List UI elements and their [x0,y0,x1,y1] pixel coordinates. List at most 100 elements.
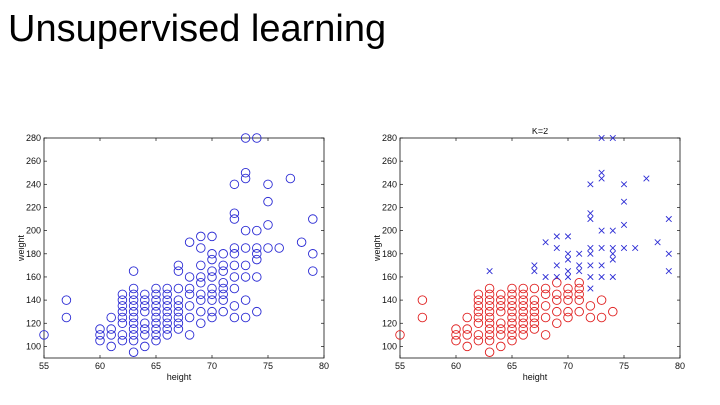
data-point-circle [117,295,128,305]
data-point-circle [496,324,506,334]
data-point-circle [229,260,240,271]
data-point-x [643,175,650,182]
data-point-x [587,215,594,223]
data-point-circle [196,289,206,300]
y-tick-label: 180 [382,249,397,259]
data-point-circle [240,173,251,184]
data-point-circle [395,330,405,340]
data-point-circle [252,243,262,253]
data-point-circle [140,341,150,352]
plot-frame [399,137,681,359]
data-point-circle [462,341,472,352]
y-tick-label: 220 [26,202,41,212]
data-point-circle [162,295,172,305]
data-point-circle [552,289,562,300]
data-point-circle [518,301,528,311]
y-tick-label: 160 [26,272,41,282]
data-point-circle [274,243,284,253]
data-point-circle [61,312,72,323]
data-point-circle [128,335,139,346]
y-tick-label: 220 [382,202,397,212]
data-point-circle [473,289,484,300]
y-tick-label: 260 [26,156,41,166]
data-point-circle [218,277,228,288]
data-point-circle [61,295,72,305]
data-point-circle [151,295,161,305]
data-point-circle [285,173,296,184]
y-tick-label: 160 [382,272,397,282]
data-point-circle [473,306,484,317]
data-point-x [665,268,672,275]
data-point-x [609,134,616,142]
data-point-circle [451,324,461,334]
data-point-circle [240,133,251,143]
data-point-x [598,169,605,176]
y-tick-label: 240 [26,179,41,189]
data-point-circle [140,330,150,340]
data-point-circle [229,272,240,282]
data-point-circle [484,301,495,311]
data-point-x [531,262,538,269]
data-point-circle [229,312,240,323]
data-point-x [542,239,549,246]
data-point-circle [207,312,217,323]
data-point-circle [574,306,584,317]
data-point-circle [128,301,139,311]
x-tick-label: 65 [507,361,517,371]
x-axis-label: height [167,372,192,382]
data-point-circle [128,312,139,323]
data-point-circle [518,324,528,334]
data-point-circle [496,289,506,300]
data-point-circle [117,306,128,317]
chart-title: K=2 [532,128,548,136]
data-point-x [620,181,628,188]
data-point-circle [173,295,184,305]
data-point-circle [162,301,172,311]
data-point-circle [151,335,161,346]
data-point-circle [207,266,217,276]
data-point-circle [518,289,528,300]
data-point-x [587,210,594,217]
y-tick-label: 180 [26,249,41,259]
data-point-x [587,285,594,292]
data-point-circle [196,231,206,242]
data-point-circle [128,266,139,276]
x-tick-label: 80 [675,361,685,371]
data-point-circle [540,330,551,340]
data-point-circle [173,301,184,311]
data-point-circle [529,306,540,317]
data-point-circle [507,330,517,340]
data-point-circle [552,295,562,305]
data-point-circle [117,318,128,329]
data-point-circle [128,306,139,317]
data-point-circle [263,179,273,190]
y-tick-label: 280 [382,133,397,143]
data-point-circle [529,301,540,311]
data-point-circle [529,283,540,294]
data-point-circle [473,318,484,329]
data-point-circle [296,237,307,247]
data-point-circle [496,295,506,305]
data-point-circle [507,318,517,329]
data-point-circle [184,312,195,323]
data-point-circle [596,295,607,305]
data-point-circle [207,283,217,294]
data-point-x [553,244,560,252]
data-point-circle [151,301,161,311]
x-tick-label: 60 [95,361,105,371]
data-point-x [598,134,605,142]
data-point-circle [308,266,318,276]
data-point-circle [229,283,240,294]
data-point-circle [585,301,596,311]
data-point-circle [229,214,240,224]
x-tick-label: 60 [451,361,461,371]
data-point-circle [173,260,184,271]
data-point-x [620,244,628,252]
data-point-circle [128,289,139,300]
y-axis-label: weight [18,234,26,262]
data-point-circle [39,330,49,340]
data-point-circle [417,312,428,323]
data-point-x [598,175,605,182]
data-point-circle [240,167,251,178]
scatter-chart-k2: K=2 55 60 65 70 75 80 100 120 140 160 180 200 220 240 2… [374,128,686,390]
